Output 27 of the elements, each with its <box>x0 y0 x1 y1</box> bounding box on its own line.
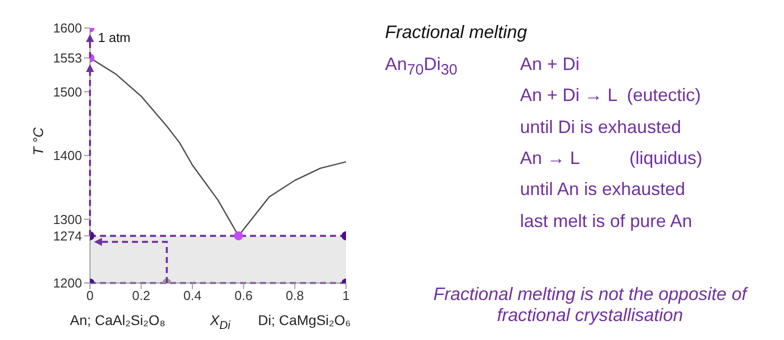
y-tick-label: 1500 <box>53 84 82 100</box>
text: An + Di → L (eutectic) <box>520 85 701 106</box>
text: Fractional melting <box>385 22 528 43</box>
x-tick-label: 0.6 <box>234 288 253 304</box>
y-tick-label: 1200 <box>53 276 82 291</box>
y-tick-label: 1553 <box>53 50 82 66</box>
x-tick-label: 0.2 <box>132 288 150 304</box>
annotation: 1 atm <box>98 30 131 45</box>
y-tick-label: 1300 <box>53 212 82 227</box>
y-axis-title: T °C <box>30 126 46 156</box>
x-axis-title: X$_{Di}$ <box>210 312 230 332</box>
text: last melt is of pure An <box>520 210 692 232</box>
text: Fractional melting is not the opposite of fractional crystallisation <box>432 284 750 326</box>
text: until An is exhausted <box>520 179 686 200</box>
x-tick-label: 0.8 <box>286 288 304 304</box>
text: An → L (liquidus) <box>520 148 702 169</box>
y-tick-label: 1600 <box>53 20 82 36</box>
text: An; CaAl₂Si₂O₈ <box>70 312 166 328</box>
text: Di; CaMgSi₂O₆ <box>258 312 351 328</box>
text: An + Di <box>520 54 580 75</box>
x-tick-label: 0 <box>86 288 94 304</box>
x-tick-label: 1 <box>342 288 350 304</box>
text: until Di is exhausted <box>520 116 682 138</box>
y-tick-label: 1400 <box>53 148 82 164</box>
x-tick-label: 0.4 <box>183 288 202 304</box>
text: An$_{70}$Di$_{30}$ <box>385 54 458 79</box>
y-tick-label: 1274 <box>53 228 82 244</box>
